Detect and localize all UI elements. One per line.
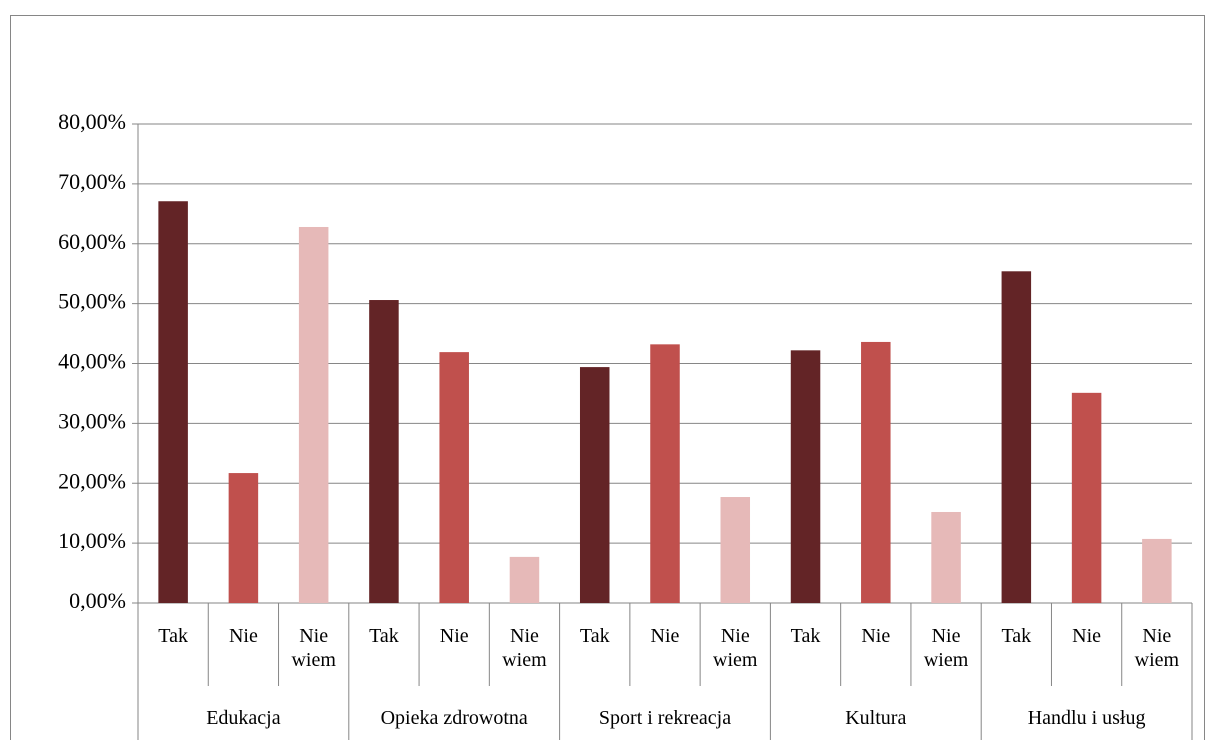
x-tick-label: Tak <box>369 625 399 647</box>
x-tick-label: Tak <box>1001 625 1032 647</box>
x-tick-label: Tak <box>158 625 188 647</box>
bar <box>158 201 188 603</box>
x-tick-label: Nie wiem <box>923 625 969 671</box>
x-tick-label: Nie <box>439 625 469 647</box>
y-tick-label: 20,00% <box>58 468 126 493</box>
y-tick-label: 40,00% <box>58 349 126 374</box>
y-tick-label: 70,00% <box>58 169 126 194</box>
x-tick-label: Nie wiem <box>713 625 758 671</box>
bar <box>509 556 540 603</box>
y-tick-label: 30,00% <box>58 408 126 433</box>
bar <box>228 473 259 603</box>
bar <box>1142 538 1172 603</box>
x-group-label: Sport i rekreacja <box>598 707 732 729</box>
x-tick-label: Nie <box>228 625 258 647</box>
x-tick-label: Nie <box>1072 625 1102 647</box>
x-tick-label: Nie wiem <box>291 625 336 671</box>
bar <box>931 511 961 603</box>
bar <box>790 350 821 603</box>
x-tick-label: Nie wiem <box>1134 625 1180 671</box>
bar <box>369 300 399 603</box>
bar <box>579 367 610 603</box>
x-tick-label: Tak <box>579 625 610 647</box>
bar <box>298 226 329 604</box>
x-group-label: Opieka zdrowotna <box>380 707 528 729</box>
bar <box>650 344 680 603</box>
y-tick-label: 10,00% <box>58 528 126 553</box>
x-tick-label: Nie wiem <box>502 625 547 671</box>
x-tick-label: Nie <box>861 625 891 647</box>
y-tick-label: 80,00% <box>58 109 126 134</box>
x-group-label: Kultura <box>845 707 907 729</box>
x-group-label: Edukacja <box>206 707 281 729</box>
x-group-label: Handlu i usług <box>1027 707 1146 729</box>
bar <box>1001 271 1032 603</box>
chart-frame <box>10 15 1205 740</box>
bar <box>1071 392 1102 603</box>
x-tick-label: Nie <box>650 625 680 647</box>
y-tick-label: 50,00% <box>58 289 126 314</box>
bar <box>861 341 891 603</box>
y-tick-label: 0,00% <box>69 588 126 613</box>
bar <box>720 497 751 603</box>
bar <box>439 352 469 603</box>
y-tick-label: 60,00% <box>58 229 126 254</box>
x-tick-label: Tak <box>790 625 821 647</box>
